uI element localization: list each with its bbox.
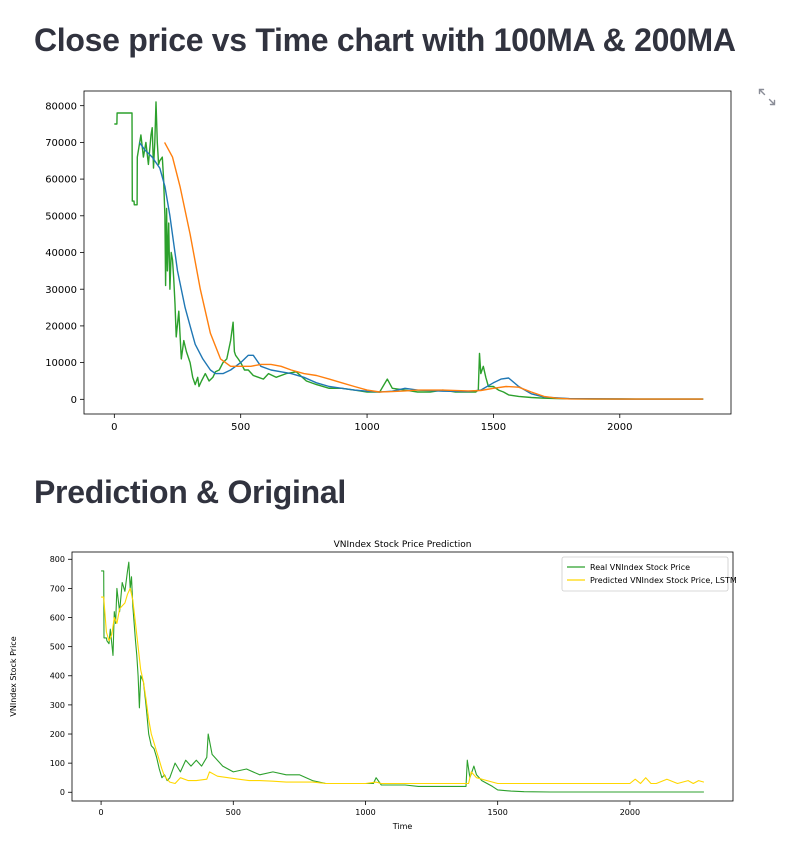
plot-frame [83, 90, 732, 415]
ma-chart-heading: Close price vs Time chart with 100MA & 2… [34, 22, 736, 58]
chart-title: VNIndex Stock Price Prediction [334, 540, 472, 550]
y-tick-label: 300 [50, 701, 65, 710]
series-line-real [101, 561, 704, 793]
y-tick-label: 20000 [45, 322, 77, 333]
series-line-ma200 [163, 142, 704, 400]
y-tick-label: 50000 [45, 211, 77, 222]
x-tick-label: 500 [226, 808, 241, 817]
legend-label-real: Real VNIndex Stock Price [590, 563, 690, 572]
y-tick-label: 0 [60, 788, 65, 797]
y-tick-label: 70000 [45, 138, 77, 149]
x-tick-label: 500 [231, 422, 250, 433]
x-tick-label: 1000 [354, 422, 379, 433]
y-tick-label: 700 [50, 584, 65, 593]
y-tick-label: 60000 [45, 175, 77, 186]
y-tick-label: 40000 [45, 248, 77, 259]
series-line-close [114, 101, 704, 400]
prediction-heading: Prediction & Original [34, 474, 346, 510]
series-line-ma100 [138, 141, 704, 400]
x-tick-label: 1500 [481, 422, 506, 433]
series-line-predicted [101, 587, 705, 785]
x-axis-label: Time [392, 822, 413, 831]
legend-box [561, 556, 729, 592]
prediction-chart: 0 500 1000 1500 2000 0 100 200 300 400 500 600 700 80… [9, 540, 737, 831]
x-tick-label: 0 [111, 422, 117, 433]
legend-label-predicted: Predicted VNIndex Stock Price, LSTM [590, 576, 737, 585]
y-tick-label: 800 [50, 555, 65, 564]
fullscreen-expand-icon[interactable] [758, 88, 776, 106]
x-tick-label: 1500 [488, 808, 508, 817]
y-tick-label: 400 [50, 672, 65, 681]
y-tick-label: 500 [50, 643, 65, 652]
y-tick-label: 100 [50, 759, 65, 768]
plot-frame [71, 551, 734, 802]
y-tick-label: 600 [50, 613, 65, 622]
y-tick-label: 10000 [45, 358, 77, 369]
ma-chart: 0 500 1000 1500 2000010000200003000040000500… [45, 90, 732, 433]
x-tick-label: 2000 [620, 808, 640, 817]
y-tick-label: 200 [50, 730, 65, 739]
y-tick-label: 80000 [45, 101, 77, 112]
x-tick-label: 2000 [607, 422, 632, 433]
x-tick-label: 0 [99, 808, 104, 817]
legend: Real VNIndex Stock Price Predicted VNInde… [561, 556, 737, 592]
y-tick-label: 30000 [45, 285, 77, 296]
y-tick-label: 0 [71, 395, 77, 406]
x-tick-label: 1000 [355, 808, 375, 817]
y-axis-label: VNIndex Stock Price [9, 636, 18, 716]
